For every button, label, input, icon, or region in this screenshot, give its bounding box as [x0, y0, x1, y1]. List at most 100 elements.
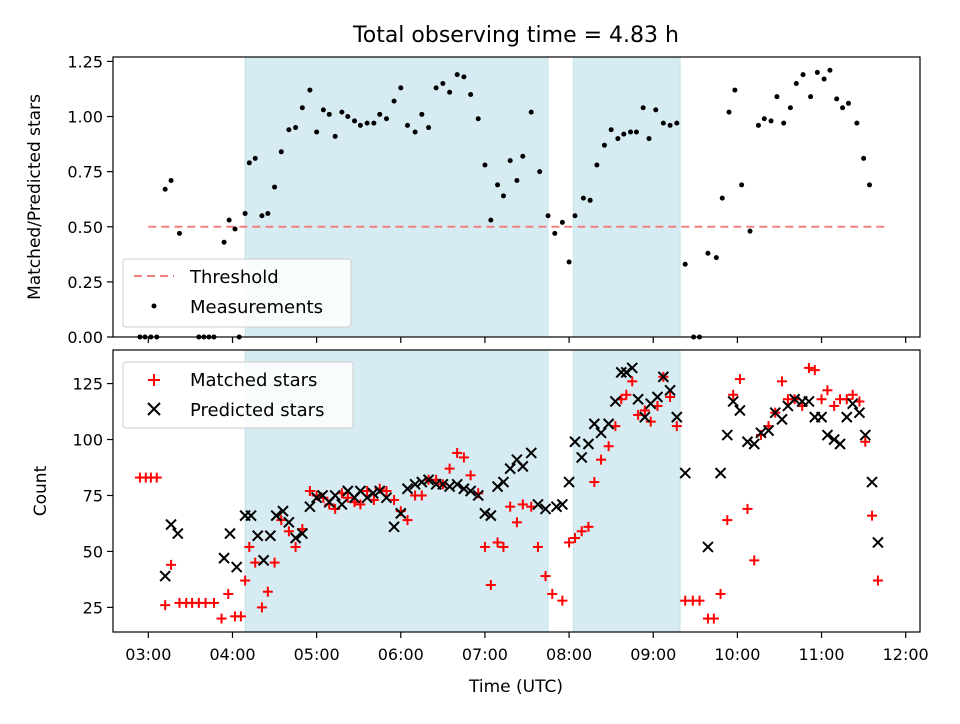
- matched-star-point: [416, 490, 427, 501]
- matched-star-point: [596, 454, 607, 465]
- predicted-star-point: [664, 384, 676, 396]
- matched-star-point: [627, 376, 638, 387]
- measurement-point: [357, 122, 363, 128]
- measurement-point: [761, 116, 767, 122]
- measurement-point: [781, 120, 787, 126]
- predicted-star-point: [458, 483, 470, 495]
- shaded-interval: [572, 56, 681, 338]
- predicted-star-point: [264, 530, 277, 542]
- measurement-point: [221, 239, 227, 245]
- measurement-point: [364, 120, 370, 126]
- measurement-point: [314, 129, 320, 135]
- measurement-point: [587, 197, 593, 203]
- predicted-star-point: [702, 541, 714, 553]
- measurement-point: [800, 72, 806, 78]
- measurement-point: [747, 228, 753, 234]
- predicted-star-point: [727, 395, 739, 408]
- predicted-star-point: [224, 527, 236, 540]
- predicted-star-point: [245, 509, 257, 522]
- matched-star-point: [540, 571, 551, 582]
- predicted-star-point: [270, 509, 282, 522]
- matched-star-point: [342, 492, 353, 503]
- measurement-point: [345, 114, 351, 120]
- measurement-point: [580, 195, 586, 201]
- matched-star-point: [742, 503, 753, 514]
- matched-star-point: [235, 611, 246, 622]
- measurement-point: [834, 96, 840, 102]
- matched-star-point: [244, 541, 255, 552]
- measurement-point: [559, 219, 565, 225]
- matched-star-point: [728, 389, 739, 400]
- predicted-star-point: [361, 492, 373, 504]
- predicted-star-point: [609, 395, 622, 408]
- measurement-point: [176, 230, 182, 236]
- measurement-point: [705, 250, 711, 256]
- measurement-point: [332, 133, 338, 139]
- measurement-point: [447, 89, 453, 95]
- measurement-point: [419, 111, 425, 117]
- figure-title: Total observing time = 4.83 h: [352, 23, 679, 48]
- predicted-star-point: [485, 509, 497, 522]
- predicted-star-point: [657, 371, 670, 383]
- predicted-star-point: [556, 498, 569, 511]
- top-y-ticks: 0.00 0.25 0.50 0.75 1.00 1.25: [67, 52, 113, 347]
- predicted-star-point: [734, 404, 746, 417]
- predicted-star-point: [859, 429, 872, 441]
- predicted-star-point: [632, 393, 644, 405]
- predicted-star-point: [748, 438, 760, 450]
- matched-star-point: [200, 597, 211, 608]
- matched-star-point: [749, 555, 760, 566]
- predicted-star-point: [159, 570, 171, 582]
- predicted-star-point: [451, 478, 463, 490]
- measurement-point: [162, 186, 168, 192]
- predicted-star-point: [841, 411, 853, 423]
- predicted-star-point: [479, 507, 491, 520]
- matched-star-point: [809, 365, 820, 376]
- measurement-point: [572, 213, 578, 219]
- predicted-star-point: [525, 447, 537, 459]
- measurement-point: [821, 76, 827, 82]
- predicted-star-point: [532, 498, 544, 511]
- matched-star-point: [671, 421, 682, 432]
- measurement-point: [646, 136, 652, 142]
- bottom-y-ticks: 25 50 75 100 125: [72, 375, 113, 617]
- matched-star-point: [867, 510, 878, 521]
- measurement-point: [398, 85, 404, 91]
- measurement-point: [454, 72, 460, 78]
- measurement-point: [660, 120, 666, 126]
- predicted-star-point: [576, 451, 588, 464]
- matched-star-point: [381, 486, 392, 496]
- matched-star-point: [715, 588, 726, 599]
- measurements-legend-label: Measurements: [190, 297, 323, 318]
- measurement-point: [320, 107, 326, 113]
- measurement-point: [286, 127, 292, 133]
- measurement-point: [867, 182, 873, 188]
- measurement-point: [339, 109, 345, 115]
- x-tick-label: 11:00: [798, 645, 844, 664]
- bottom-legend-box: [122, 361, 354, 429]
- measurement-point: [682, 261, 688, 267]
- x-tick-label: 05:00: [294, 645, 340, 664]
- predicted-star-point: [517, 460, 529, 473]
- measurement-point: [377, 111, 383, 117]
- matched-star-point: [694, 595, 705, 606]
- predicted-star-point: [257, 554, 270, 567]
- matched-star-point: [829, 400, 840, 411]
- predicted-star-point: [721, 429, 734, 441]
- predicted-star-point: [230, 561, 243, 573]
- measurement-point: [861, 155, 867, 161]
- x-axis-label: Time (UTC): [468, 677, 563, 697]
- predicted-star-point: [602, 418, 615, 430]
- measurement-point: [500, 193, 506, 199]
- measurement-point: [739, 182, 745, 188]
- y-tick-label: 50: [83, 542, 103, 561]
- measurement-point: [628, 129, 634, 135]
- predicted-star-point: [866, 476, 878, 488]
- measurement-point: [226, 217, 232, 223]
- bottom-panel: 25 50 75 100 125 03:00 04:00 05:00 06:00 07:00 08…: [31, 349, 929, 697]
- predicted-star-point: [504, 462, 516, 475]
- y-tick-label: 1.25: [67, 52, 103, 71]
- matched-star-point: [505, 501, 516, 512]
- matched-star-point: [402, 515, 413, 526]
- matched-star-point: [250, 557, 261, 568]
